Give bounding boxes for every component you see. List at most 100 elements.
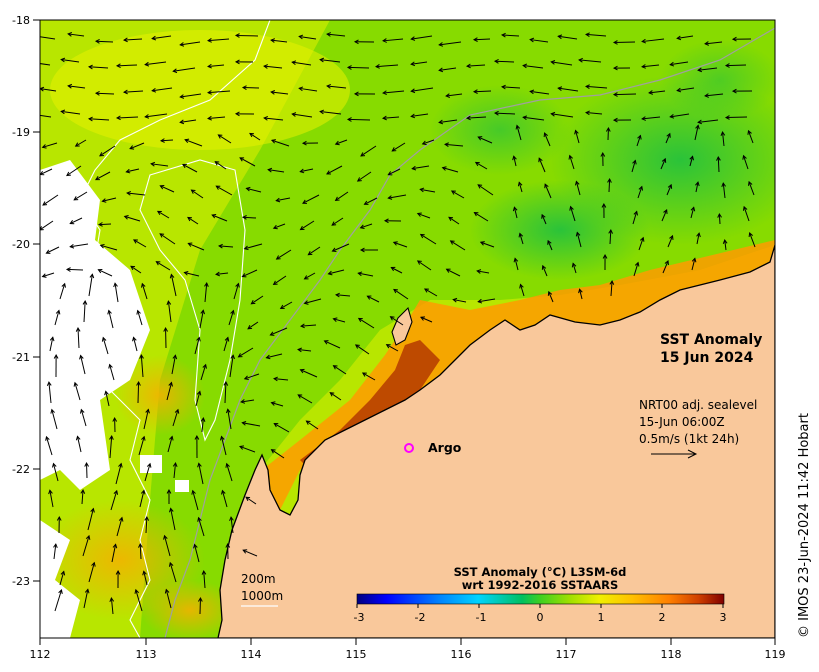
current-vector-head (299, 168, 305, 174)
current-vector (105, 391, 110, 407)
current-vector-head (717, 212, 722, 218)
current-vector-head (382, 90, 387, 96)
current-vector (42, 272, 55, 278)
current-vector-head (172, 68, 178, 74)
current-vector (576, 232, 582, 248)
current-vector (439, 67, 457, 71)
current-vector-head (441, 166, 447, 171)
current-vector-head (132, 336, 137, 342)
colorbar-tick-m3: -3 (354, 611, 365, 624)
argo-float-marker[interactable] (404, 443, 414, 453)
current-vector (244, 373, 260, 380)
current-vector-head (731, 36, 737, 42)
current-vector (558, 87, 579, 92)
current-vector-head (538, 157, 543, 163)
current-vector (383, 116, 400, 119)
current-vector-head (300, 323, 305, 329)
current-vector (667, 235, 674, 248)
current-vector (383, 90, 405, 94)
current-vector (98, 269, 113, 277)
current-vector-head (144, 61, 150, 67)
current-vector (116, 64, 138, 67)
current-vector-head (65, 267, 71, 272)
current-vector-head (172, 462, 178, 467)
current-vector (170, 274, 177, 297)
current-vector (83, 301, 86, 323)
current-vector-head (691, 257, 697, 263)
current-vector-head (179, 42, 185, 47)
current-vector (75, 139, 87, 147)
current-vector-head (87, 64, 93, 70)
current-vector (724, 240, 727, 251)
lat-ticks (33, 19, 40, 582)
current-vector-head (270, 139, 276, 144)
current-vector-head (263, 115, 268, 121)
current-vector (297, 394, 313, 404)
reference-arrow (651, 449, 698, 459)
current-vector-head (298, 34, 304, 40)
current-vector-head (225, 408, 231, 414)
current-vector-head (201, 570, 207, 575)
current-vector (156, 261, 171, 271)
current-vector-head (207, 90, 212, 95)
current-vector-head (445, 93, 451, 98)
current-vector (100, 244, 118, 251)
current-vector (40, 88, 57, 92)
current-vector-head (704, 41, 709, 46)
current-vector (743, 155, 749, 170)
current-vector-head (91, 561, 96, 567)
map-title-line1: SST Anomaly (660, 332, 762, 348)
current-vector-head (410, 88, 416, 94)
current-vector-head (142, 570, 147, 576)
current-vector-head (438, 119, 444, 125)
current-vector (166, 382, 172, 401)
current-vector (70, 243, 89, 248)
current-vector-head (601, 202, 607, 208)
current-vector (133, 239, 147, 248)
current-vector-head (46, 381, 52, 386)
current-vector (411, 61, 428, 65)
current-vector (188, 242, 205, 251)
current-vector-head (113, 489, 119, 495)
current-vector-head (265, 354, 271, 360)
current-vector-head (303, 275, 309, 280)
current-vector-head (223, 380, 229, 386)
current-vector (89, 66, 109, 69)
current-vector-head (301, 140, 307, 146)
lon-ticks (39, 638, 776, 645)
current-vector-head (359, 224, 365, 229)
current-vector-head (272, 280, 278, 286)
current-vector (98, 223, 112, 226)
current-vector-head (291, 112, 297, 117)
current-vectors (40, 32, 756, 615)
current-vector-head (95, 175, 100, 181)
current-vector (300, 168, 314, 173)
current-vector (126, 168, 140, 173)
current-vector-head (79, 408, 85, 414)
current-vector-head (323, 340, 329, 345)
current-vector (530, 90, 550, 95)
current-vector (320, 111, 342, 115)
colorbar-title-line1: SST Anomaly (°C) L3SM-6d (454, 565, 627, 579)
current-vector-head (207, 63, 212, 69)
current-vector-head (513, 257, 519, 263)
current-vector-head (94, 91, 100, 96)
current-vector-head (151, 87, 157, 93)
current-vector-head (61, 282, 66, 288)
current-vector (360, 223, 373, 229)
current-vector-head (612, 65, 618, 71)
current-vector-head (334, 140, 340, 146)
current-vector (513, 207, 518, 219)
current-vector-head (112, 543, 118, 549)
lon-label-113: 113 (136, 648, 157, 661)
current-vector-head (518, 232, 524, 238)
current-vector (420, 234, 437, 245)
current-vector (422, 139, 435, 145)
current-vector (324, 340, 341, 349)
current-vector-head (270, 90, 276, 95)
current-info-line3: 0.5m/s (1kt 24h) (639, 432, 739, 446)
current-vector (109, 436, 113, 459)
current-vector-head (452, 297, 458, 303)
current-vector (203, 571, 206, 589)
current-vector-head (97, 222, 103, 227)
